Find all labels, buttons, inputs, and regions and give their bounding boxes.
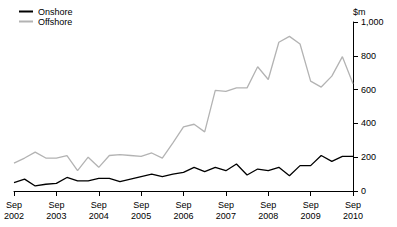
svg-text:2006: 2006 bbox=[173, 211, 193, 221]
svg-text:2002: 2002 bbox=[4, 211, 24, 221]
svg-text:0: 0 bbox=[361, 186, 366, 196]
svg-text:Offshore: Offshore bbox=[38, 17, 72, 27]
svg-text:2008: 2008 bbox=[258, 211, 278, 221]
svg-text:400: 400 bbox=[361, 118, 376, 128]
svg-text:Sep: Sep bbox=[218, 200, 234, 210]
svg-text:Sep: Sep bbox=[133, 200, 149, 210]
svg-text:2007: 2007 bbox=[216, 211, 236, 221]
svg-text:2003: 2003 bbox=[46, 211, 66, 221]
svg-text:Sep: Sep bbox=[260, 200, 276, 210]
svg-text:2004: 2004 bbox=[89, 211, 109, 221]
svg-text:Onshore: Onshore bbox=[38, 7, 73, 17]
svg-text:2010: 2010 bbox=[343, 211, 363, 221]
svg-text:Sep: Sep bbox=[345, 200, 361, 210]
svg-text:Sep: Sep bbox=[48, 200, 64, 210]
svg-text:Sep: Sep bbox=[175, 200, 191, 210]
svg-text:$m: $m bbox=[353, 7, 366, 17]
svg-text:600: 600 bbox=[361, 85, 376, 95]
svg-text:2005: 2005 bbox=[131, 211, 151, 221]
svg-text:Sep: Sep bbox=[6, 200, 22, 210]
svg-text:Sep: Sep bbox=[91, 200, 107, 210]
svg-text:2009: 2009 bbox=[301, 211, 321, 221]
svg-text:200: 200 bbox=[361, 152, 376, 162]
svg-text:1,000: 1,000 bbox=[361, 17, 384, 27]
svg-text:800: 800 bbox=[361, 51, 376, 61]
svg-text:Sep: Sep bbox=[303, 200, 319, 210]
